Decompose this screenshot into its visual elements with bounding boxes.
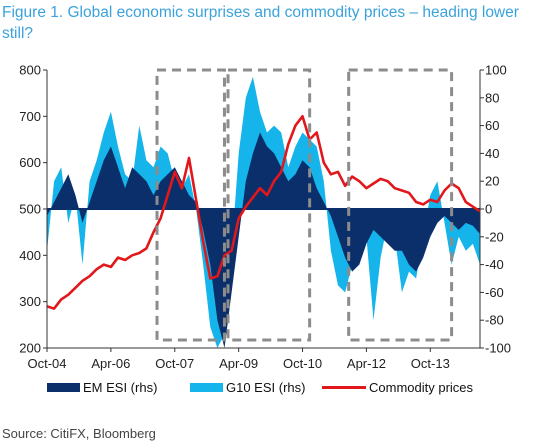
right-tick-label: -60 <box>485 285 504 300</box>
x-tick-label: Apr-09 <box>219 356 258 371</box>
legend-label: G10 ESI (rhs) <box>226 380 305 395</box>
legend-label: EM ESI (rhs) <box>83 380 157 395</box>
right-tick-label: 40 <box>485 146 499 161</box>
left-tick-label: 700 <box>19 109 41 124</box>
highlight-boxes <box>155 68 454 342</box>
right-tick-label: -100 <box>485 341 511 356</box>
source-note: Source: CitiFX, Bloomberg <box>2 426 156 441</box>
legend-item: Commodity prices <box>322 380 474 395</box>
em-esi-area <box>47 132 480 348</box>
left-tick-label: 400 <box>19 248 41 263</box>
right-tick-label: 100 <box>485 63 507 78</box>
legend-swatch <box>47 383 80 392</box>
right-tick-label: 20 <box>485 174 499 189</box>
x-tick-label: Apr-06 <box>91 356 130 371</box>
axes: 200 300 400 500 600 700 800 -100 -80 -60 -40 -20 0 20… <box>19 63 511 372</box>
left-tick-label: 600 <box>19 155 41 170</box>
right-tick-label: 80 <box>485 90 499 105</box>
x-tick-label: Oct-13 <box>411 356 450 371</box>
chart-title: Figure 1. Global economic surprises and … <box>2 4 519 42</box>
x-tick-label: Apr-12 <box>347 356 386 371</box>
chart: 200 300 400 500 600 700 800 -100 -80 -60 -40 -20 0 20… <box>19 63 511 396</box>
x-tick-label: Oct-04 <box>27 356 66 371</box>
highlight-box <box>155 68 226 342</box>
commodity-line <box>46 115 481 310</box>
right-tick-label: 60 <box>485 118 499 133</box>
x-tick-label: Oct-07 <box>155 356 194 371</box>
legend: EM ESI (rhs) G10 ESI (rhs) Commodity price… <box>47 380 474 395</box>
left-tick-label: 500 <box>19 202 41 217</box>
right-tick-label: -40 <box>485 257 504 272</box>
legend-item: G10 ESI (rhs) <box>190 380 305 395</box>
commodity-prices-line <box>46 115 481 310</box>
right-tick-label: -20 <box>485 229 504 244</box>
legend-swatch <box>190 383 223 392</box>
left-tick-label: 800 <box>19 63 41 78</box>
highlight-box <box>226 68 312 342</box>
esi-areas <box>47 76 480 349</box>
left-tick-label: 200 <box>19 341 41 356</box>
right-tick-label: -80 <box>485 313 504 328</box>
right-tick-label: 0 <box>485 202 492 217</box>
legend-item: EM ESI (rhs) <box>47 380 157 395</box>
g10-esi-area <box>47 76 480 349</box>
legend-label: Commodity prices <box>369 380 474 395</box>
highlight-box <box>347 68 454 342</box>
left-tick-label: 300 <box>19 294 41 309</box>
x-tick-label: Oct-10 <box>283 356 322 371</box>
